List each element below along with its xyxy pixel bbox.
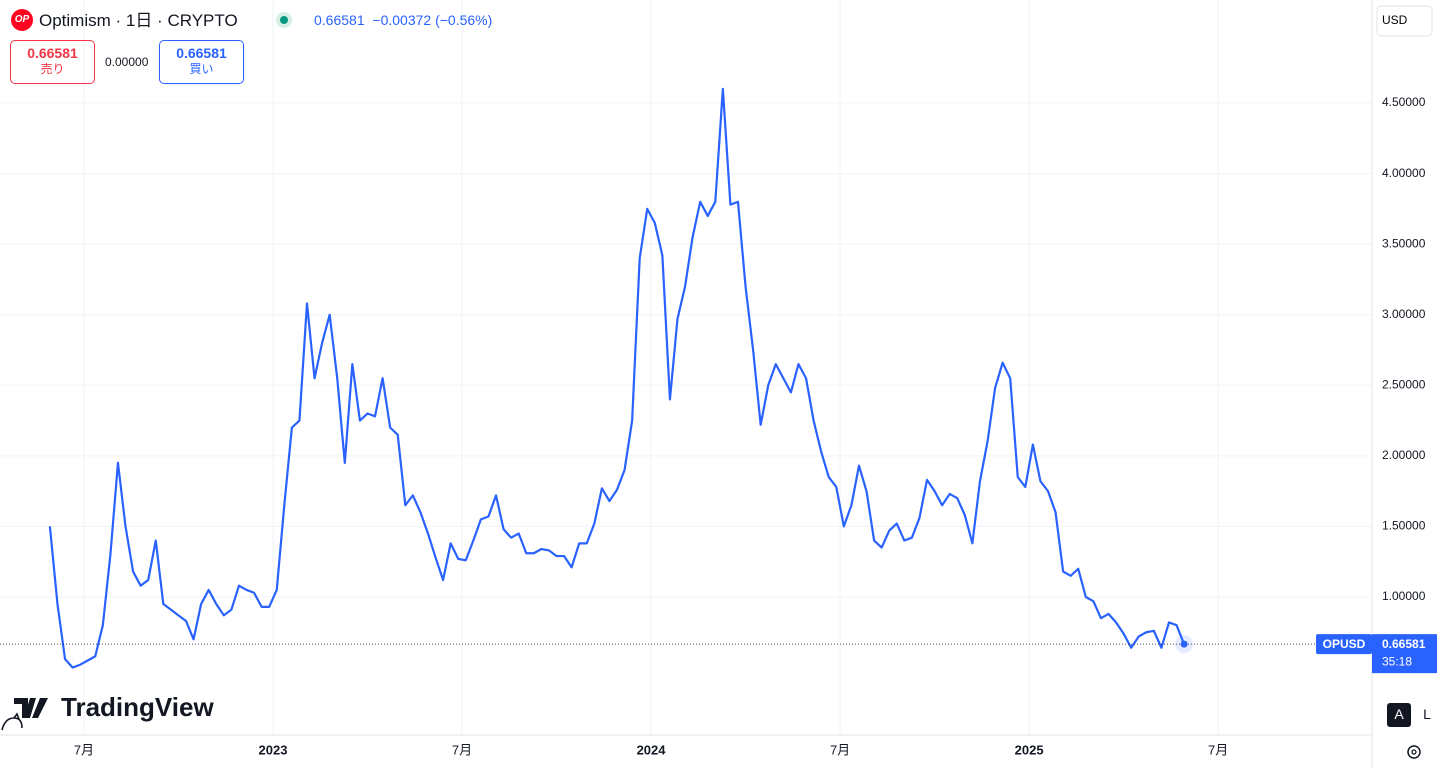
grid (0, 0, 1372, 735)
x-tick-label: 7月 (74, 742, 94, 757)
series-label: OPUSD (1323, 637, 1366, 651)
y-tick-label: 3.50000 (1382, 236, 1426, 250)
price-label-box (1372, 634, 1437, 674)
logo-icon (14, 698, 48, 718)
gear[interactable] (1407, 745, 1421, 759)
x-tick-label: 7月 (830, 742, 850, 757)
x-tick-label: 2024 (637, 742, 667, 757)
x-tick-label: 7月 (452, 742, 472, 757)
currency-box[interactable] (1376, 5, 1433, 37)
sell-button[interactable]: 0.66581 売り (10, 40, 95, 84)
countdown: 35:18 (1382, 654, 1412, 668)
x-tick-label: 7月 (1208, 742, 1228, 757)
symbol-title[interactable]: Optimism · 1日 · CRYPTO (39, 11, 238, 30)
currency-label: USD (1382, 13, 1408, 27)
y-tick-label: 3.00000 (1382, 307, 1426, 321)
button-label[interactable]: L (1423, 706, 1431, 722)
buy-price[interactable]: 0.66581 (176, 45, 227, 61)
brand-logo: TradingView (1, 692, 214, 731)
sell-price[interactable]: 0.66581 (27, 45, 78, 61)
y-tick-label: 4.50000 (1382, 95, 1426, 109)
auto-scale-button[interactable] (1387, 703, 1411, 727)
status-dot (280, 16, 288, 24)
x-tick-label: 2023 (259, 742, 288, 757)
sell-label[interactable]: 売り (40, 62, 65, 76)
price-line (48, 87, 1186, 669)
symbol-logo: OP (11, 9, 33, 31)
y-tick-label: 1.50000 (1382, 519, 1426, 533)
x-tick-label: 2025 (1015, 742, 1044, 757)
y-tick-label: 1.00000 (1382, 589, 1426, 603)
y-tick-label: 4.00000 (1382, 166, 1426, 180)
button-label[interactable]: A (1394, 706, 1404, 722)
price-info: 0.66581 −0.00372 (−0.56%) (314, 12, 492, 29)
brand-text: TradingView (61, 692, 214, 722)
price-label: 0.66581 (1382, 637, 1426, 651)
change-percent: (−0.56%) (435, 12, 493, 28)
y-tick-label: 2.00000 (1382, 448, 1426, 462)
last-price: 0.66581 (314, 12, 365, 28)
settings-icon[interactable] (1407, 745, 1421, 759)
series-label-box (1316, 634, 1372, 655)
plot (0, 87, 1372, 669)
gear[interactable] (1411, 749, 1417, 755)
buy-label[interactable]: 買い (189, 62, 214, 76)
logo-icon (1, 712, 23, 731)
change: −0.00372 (372, 12, 432, 28)
buy-button[interactable]: 0.66581 買い (159, 40, 244, 84)
last-price-dot (1180, 640, 1188, 648)
spread: 0.00000 (105, 55, 149, 69)
market-status[interactable] (276, 12, 292, 28)
y-tick-label: 2.50000 (1382, 377, 1426, 391)
